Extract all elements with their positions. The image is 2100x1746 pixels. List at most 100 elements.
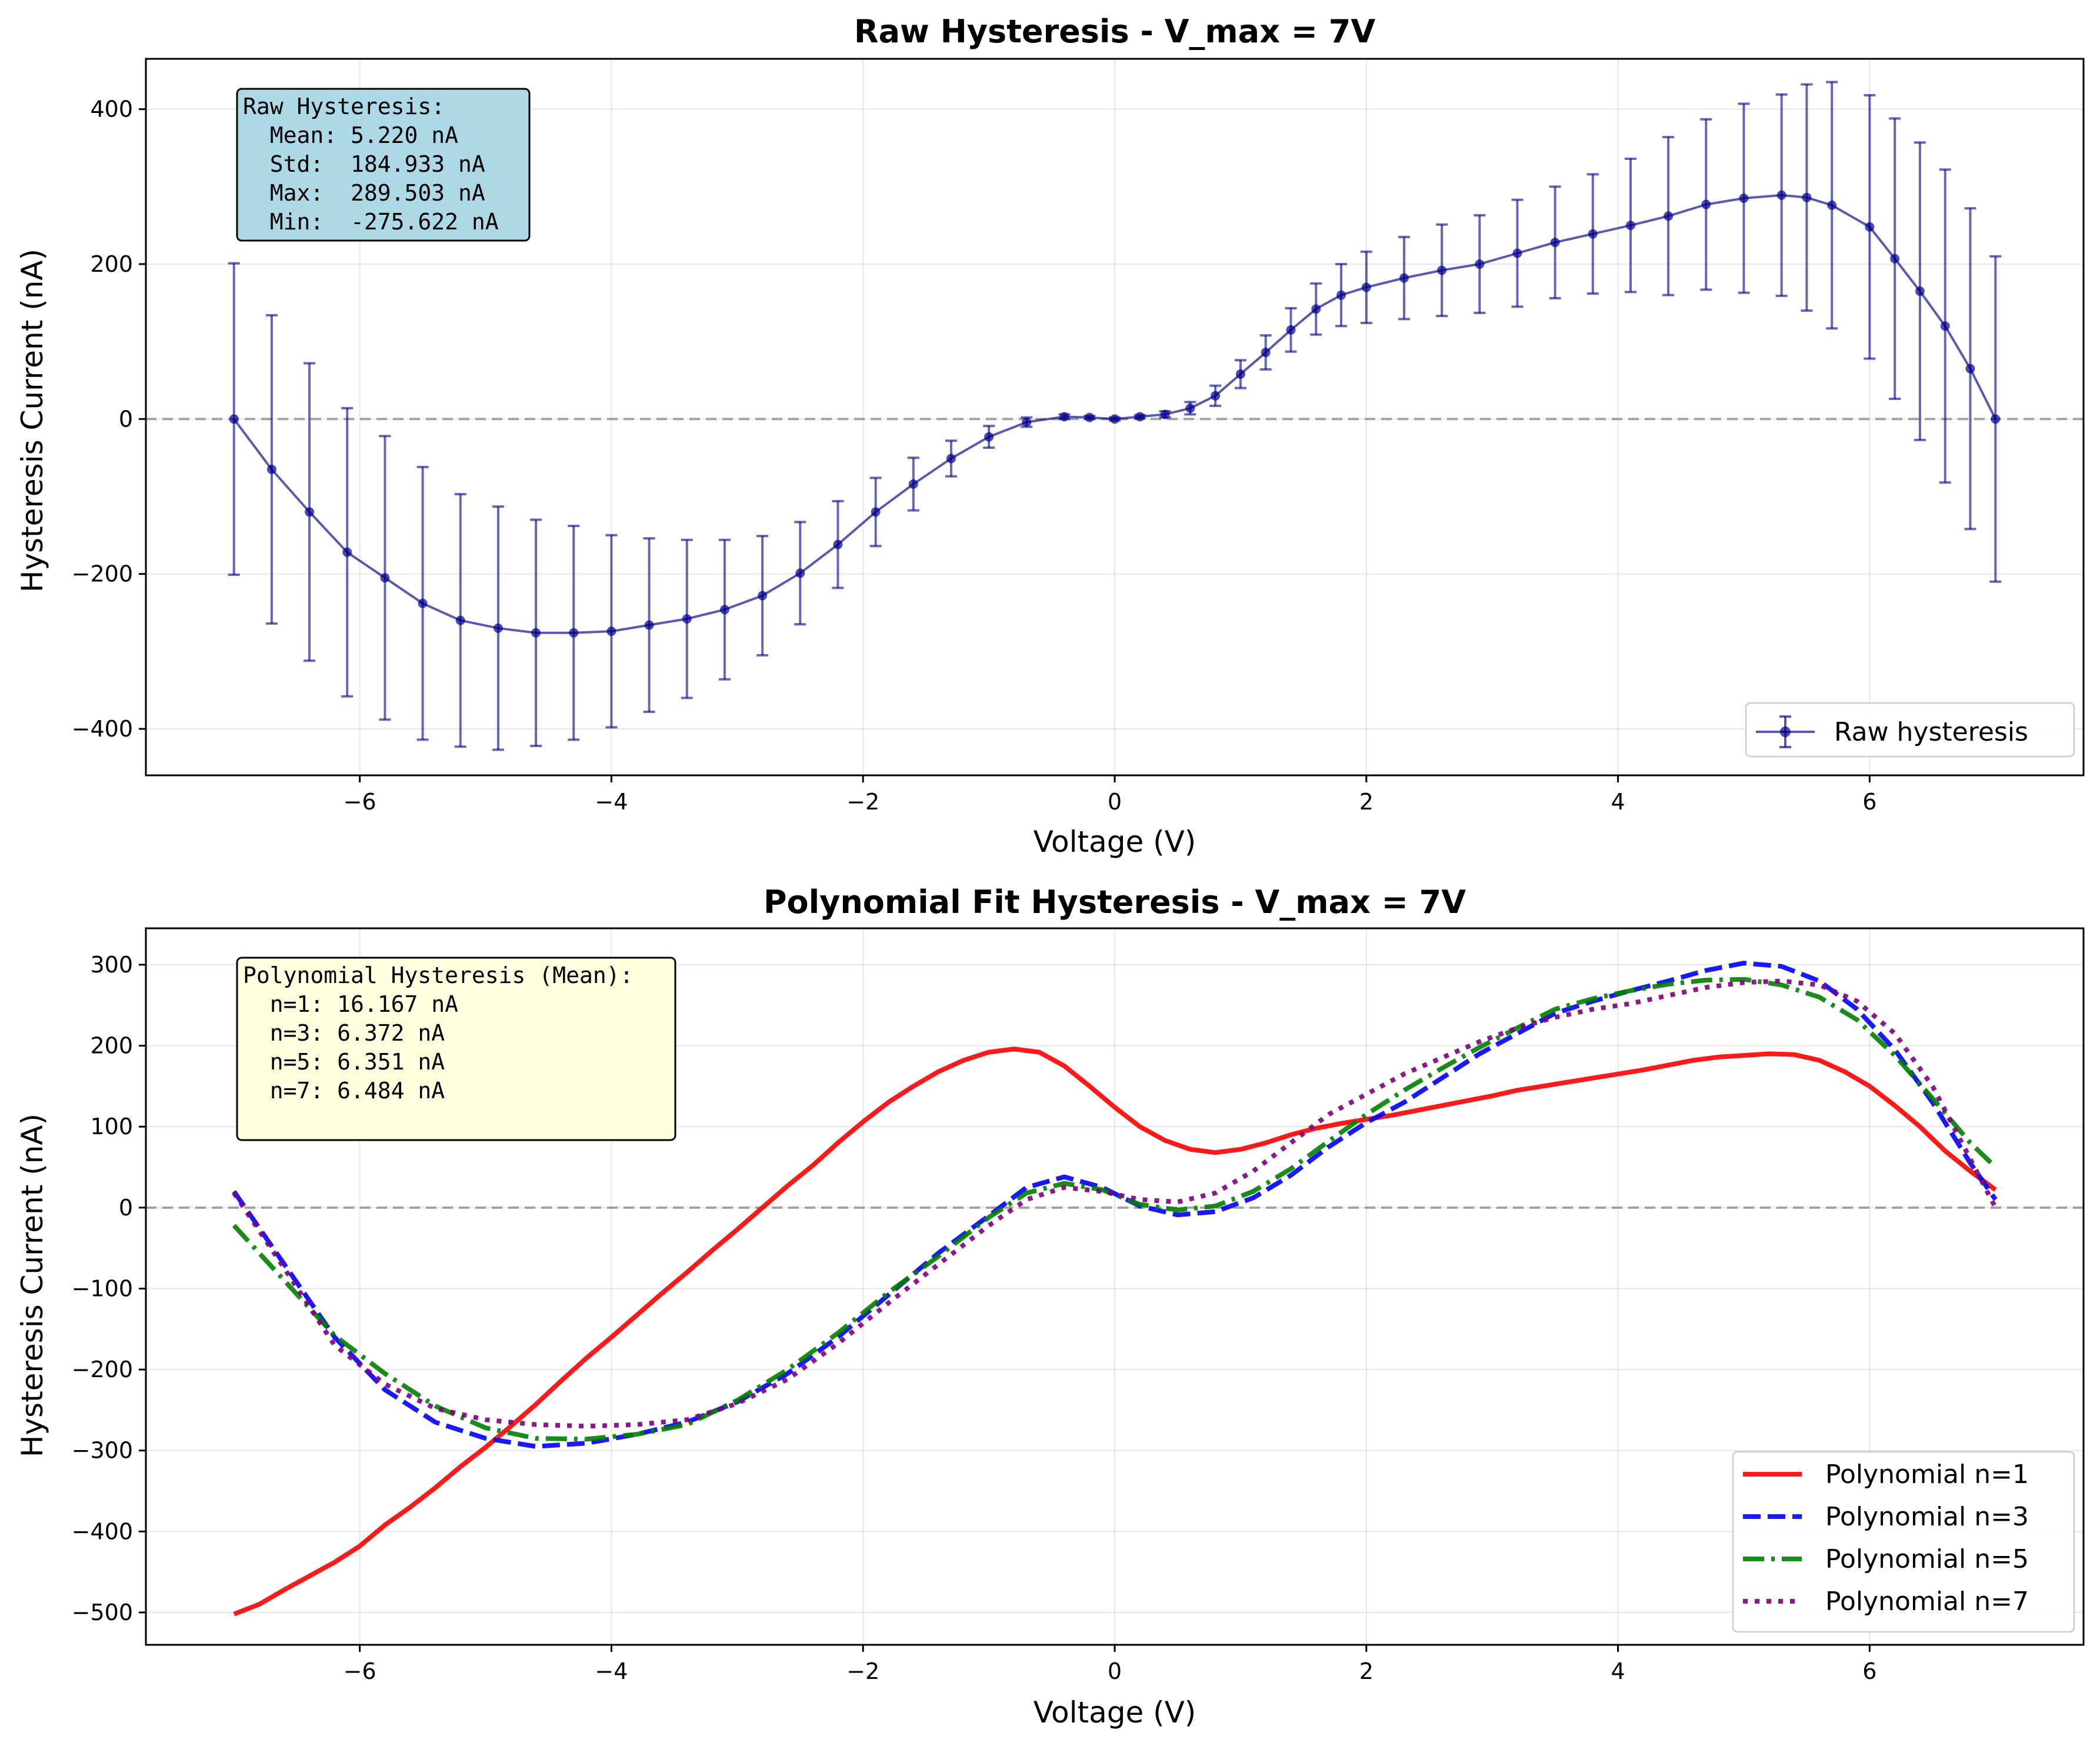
data-point	[229, 414, 239, 424]
plot-area	[232, 961, 1998, 1617]
data-point	[1336, 290, 1346, 300]
data-point	[682, 614, 692, 624]
data-point	[380, 573, 390, 583]
data-point	[946, 454, 956, 464]
data-point	[758, 591, 768, 601]
data-point	[1085, 412, 1095, 422]
y-tick-label: −500	[72, 1600, 133, 1625]
data-point	[871, 507, 881, 517]
stats-box	[236, 88, 531, 242]
data-point	[1022, 417, 1032, 427]
series-line	[232, 977, 1998, 1442]
legend-label: Polynomial n=3	[1825, 1502, 2029, 1532]
y-tick-label: 0	[119, 406, 133, 432]
stats-annotation: Polynomial Hysteresis (Mean): n=1: 16.16…	[0, 0, 754, 1141]
x-tick-label: −4	[595, 789, 628, 815]
data-point	[1588, 229, 1598, 239]
y-tick-label: −400	[72, 1518, 133, 1544]
data-point	[1311, 304, 1321, 314]
y-axis-label: Hysteresis Current (nA)	[15, 249, 49, 592]
legend-label: Polynomial n=5	[1825, 1544, 2029, 1574]
data-point	[1160, 409, 1170, 419]
data-point	[644, 620, 654, 630]
data-point	[1625, 221, 1635, 231]
data-point	[1827, 200, 1837, 210]
x-axis-ticks: −6 −4 −2 0 2 4 6	[344, 1645, 1876, 1684]
legend-swatch-marker	[1780, 727, 1791, 737]
legend-box	[1745, 702, 2075, 758]
x-tick-label: 6	[1862, 789, 1876, 815]
legend-box	[1732, 1451, 2075, 1633]
data-point	[1940, 321, 1950, 331]
y-tick-label: 200	[90, 1033, 133, 1059]
x-tick-label: −6	[344, 1658, 376, 1684]
data-point	[908, 479, 918, 489]
y-tick-label: 400	[90, 96, 133, 122]
data-point	[1437, 265, 1447, 275]
x-tick-label: −4	[595, 1658, 628, 1684]
stats-box	[236, 957, 676, 1141]
x-tick-label: −2	[846, 789, 879, 815]
series-line	[233, 194, 1997, 634]
data-point	[1890, 254, 1900, 264]
y-axis-ticks: −400 −200 0 200 400	[72, 96, 146, 742]
plot-area	[228, 81, 2002, 751]
data-point	[1664, 211, 1674, 221]
y-tick-label: −100	[72, 1275, 133, 1301]
data-point	[1286, 325, 1296, 335]
data-point	[531, 628, 541, 638]
data-point	[342, 547, 352, 557]
y-axis-ticks: −500 −400 −300 −200 −100 0 100 200 300	[72, 952, 146, 1625]
stats-line: Min: -275.622 nA	[243, 209, 499, 235]
stats-line: n=3: 6.372 nA	[243, 1020, 445, 1046]
stats-annotation: Raw Hysteresis: Mean: 5.220 nA Std: 184.…	[0, 0, 606, 242]
y-tick-label: 300	[90, 952, 133, 978]
x-tick-label: −2	[846, 1658, 879, 1684]
series-polynomial-n-3	[232, 961, 1998, 1449]
series-raw-hysteresis	[228, 81, 2002, 751]
data-point	[266, 464, 276, 474]
y-tick-label: −400	[72, 716, 133, 742]
stats-text: Raw Hysteresis: Mean: 5.220 nA Std: 184.…	[0, 0, 606, 235]
data-point	[1211, 391, 1221, 401]
legend-label: Raw hysteresis	[1834, 717, 2028, 747]
data-point	[1802, 192, 1812, 202]
data-point	[1512, 248, 1522, 258]
data-point	[1915, 286, 1925, 296]
x-tick-label: −6	[344, 789, 376, 815]
data-point	[1059, 412, 1069, 422]
series-line	[233, 1047, 1997, 1617]
x-tick-label: 4	[1611, 1658, 1625, 1684]
data-point	[606, 627, 616, 637]
chart-title: Polynomial Fit Hysteresis - V_max = 7V	[764, 884, 1466, 921]
data-point	[1739, 194, 1749, 204]
data-point	[1550, 238, 1560, 248]
x-axis-label: Voltage (V)	[1034, 1695, 1196, 1730]
stats-text: Polynomial Hysteresis (Mean): n=1: 16.16…	[0, 0, 754, 1104]
x-axis-ticks: −6 −4 −2 0 2 4 6	[344, 775, 1876, 815]
x-tick-label: 2	[1359, 789, 1374, 815]
stats-line: n=1: 16.167 nA	[243, 991, 458, 1017]
x-tick-label: 0	[1108, 789, 1122, 815]
legend: Polynomial n=1 Polynomial n=3 Polynomial…	[1732, 1451, 2075, 1633]
stats-line: Max: 289.503 nA	[243, 180, 485, 206]
data-point	[1776, 190, 1786, 200]
y-tick-label: −200	[72, 1357, 133, 1382]
stats-line: n=5: 6.351 nA	[243, 1049, 445, 1075]
stats-line: Raw Hysteresis:	[243, 94, 445, 119]
legend-label: Polynomial n=7	[1825, 1587, 2029, 1617]
data-point	[1991, 414, 2001, 424]
stats-line: n=7: 6.484 nA	[243, 1078, 445, 1104]
y-tick-label: −300	[72, 1438, 133, 1464]
data-point	[984, 432, 994, 442]
data-point	[1261, 348, 1271, 358]
data-point	[1865, 222, 1875, 232]
series-line	[232, 961, 1998, 1449]
y-tick-label: 100	[90, 1114, 133, 1139]
x-tick-label: 0	[1108, 1658, 1122, 1684]
data-point	[455, 615, 465, 625]
data-point	[418, 598, 428, 608]
chart-title: Raw Hysteresis - V_max = 7V	[854, 13, 1375, 50]
data-point	[719, 605, 729, 615]
